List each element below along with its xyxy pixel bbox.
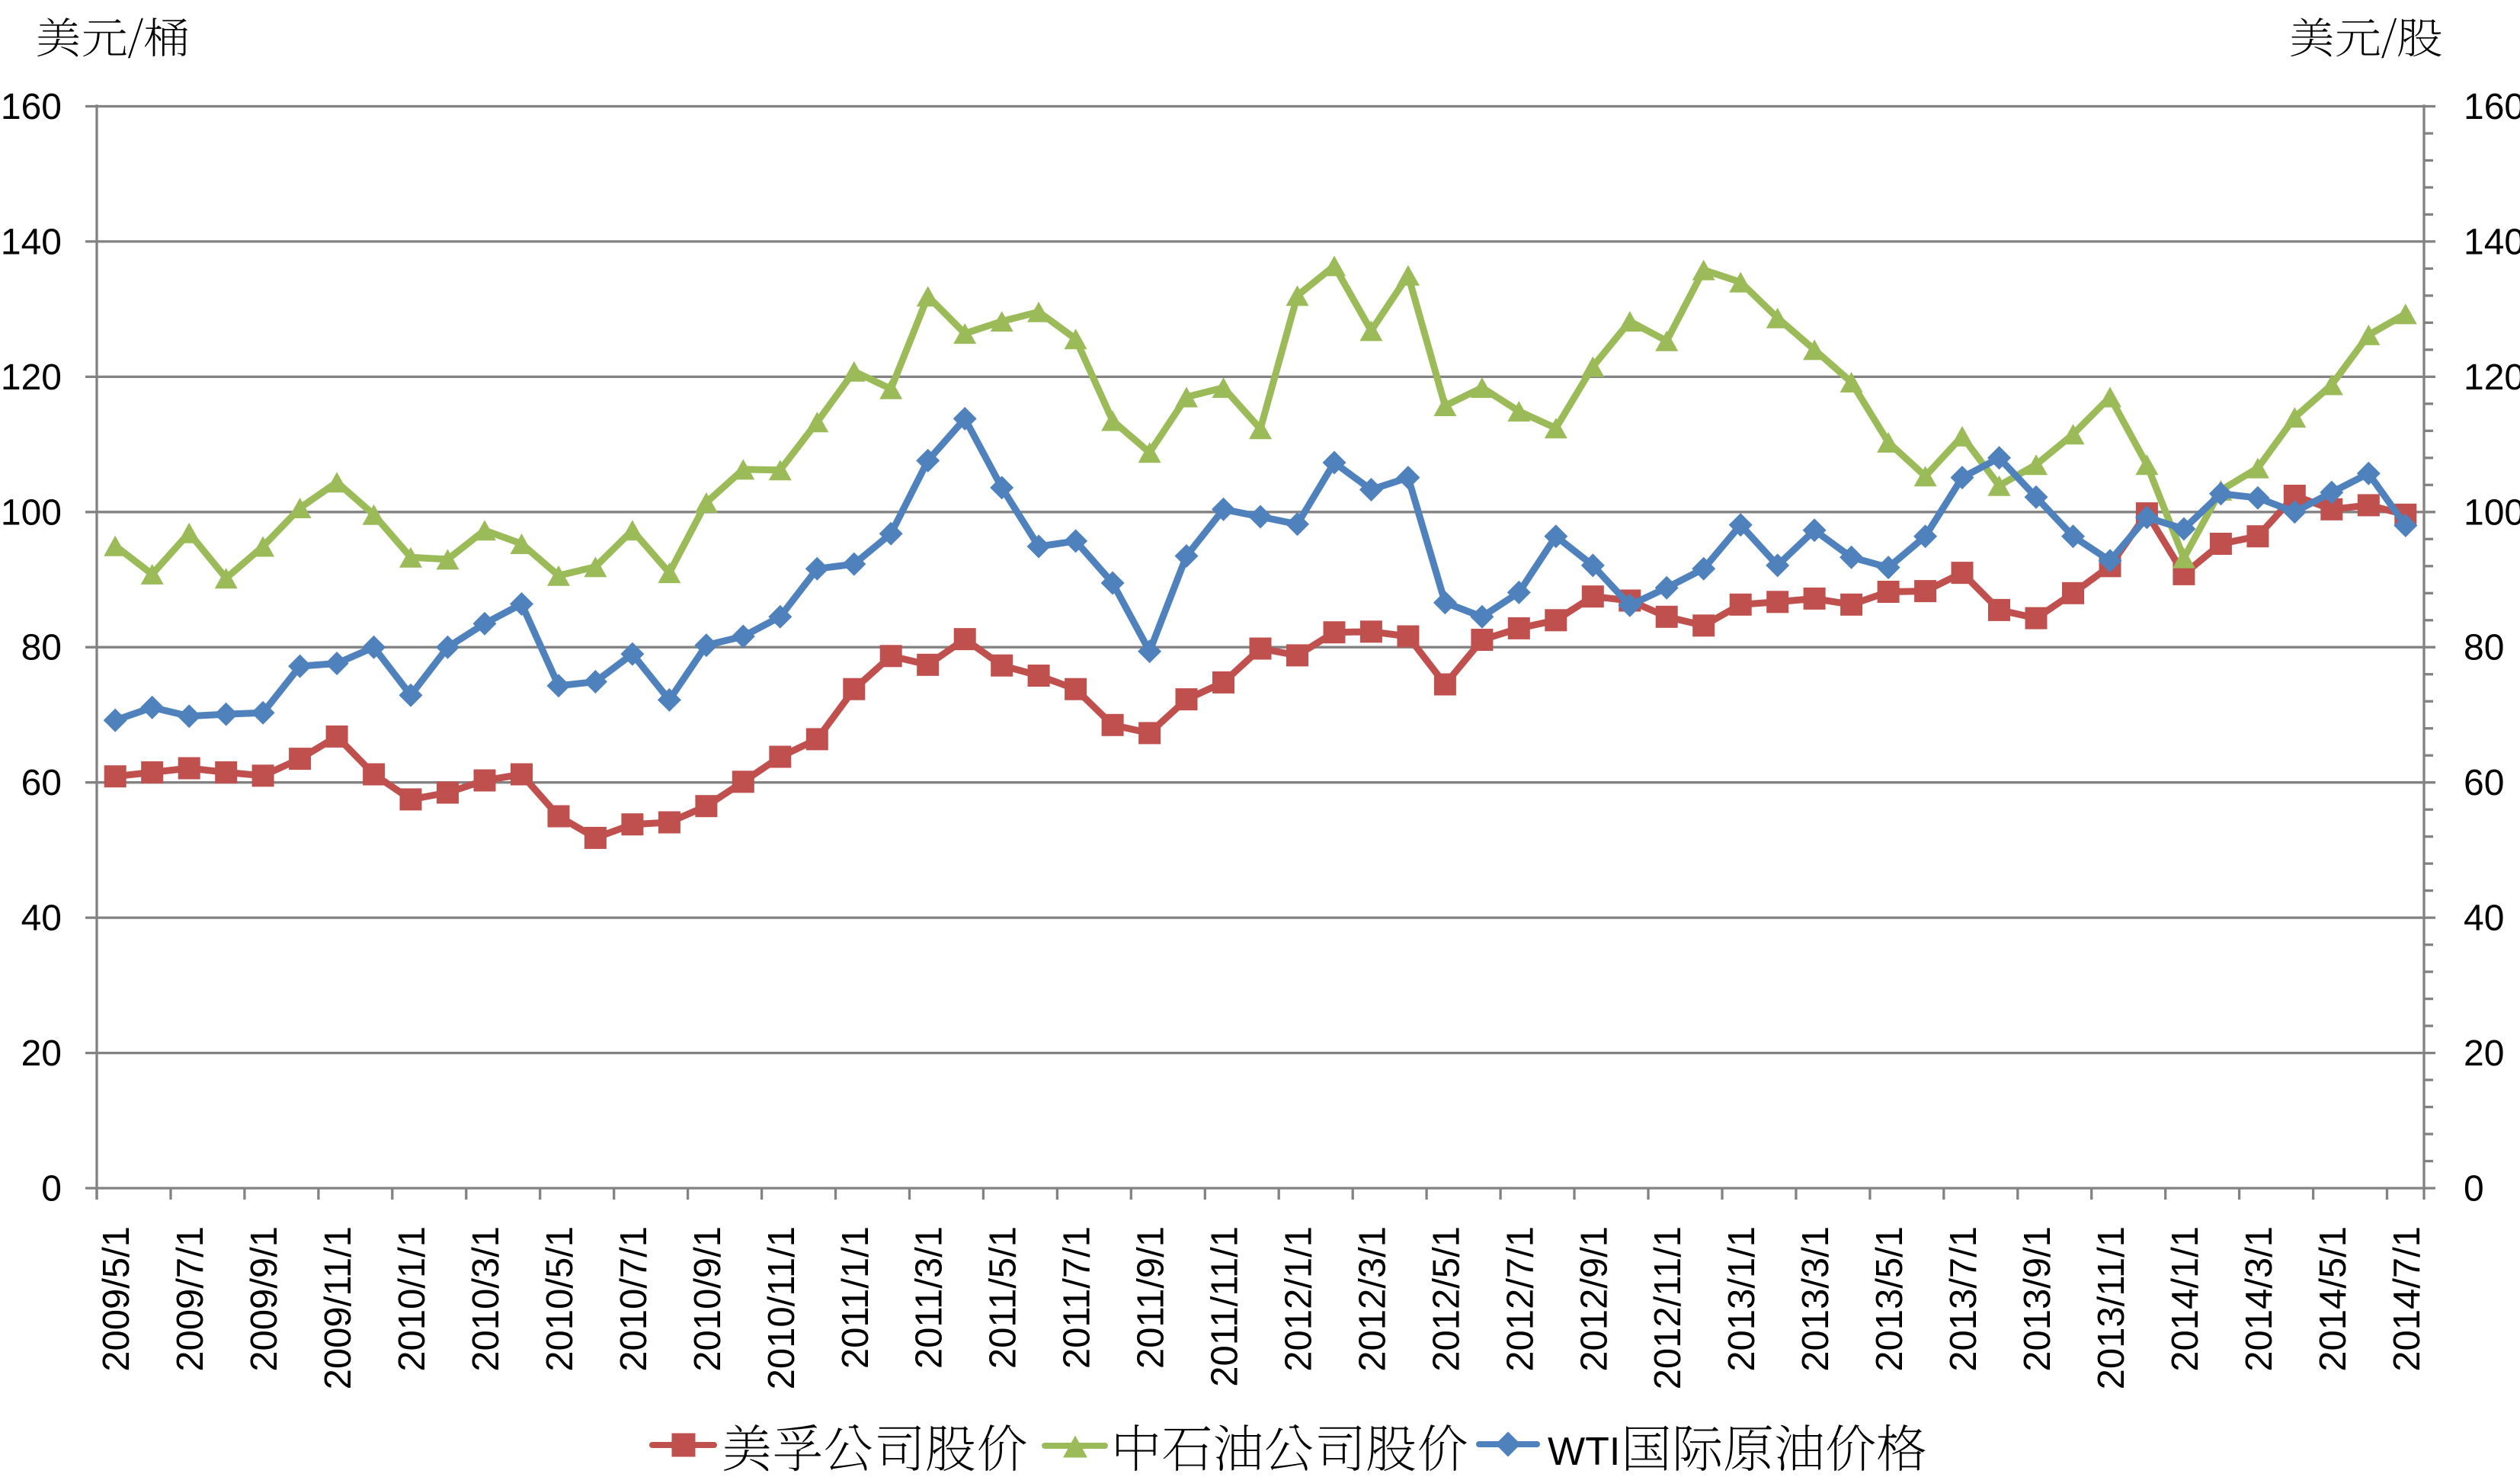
svg-text:2012/3/1: 2012/3/1 — [1352, 1226, 1393, 1372]
svg-text:2013/9/1: 2013/9/1 — [2017, 1226, 2058, 1372]
svg-text:2011/3/1: 2011/3/1 — [909, 1226, 950, 1369]
svg-text:2013/1/1: 2013/1/1 — [1721, 1226, 1763, 1372]
svg-text:160: 160 — [1, 87, 62, 127]
svg-text:100: 100 — [1, 492, 62, 533]
svg-text:60: 60 — [21, 763, 62, 803]
svg-text:2012/11/1: 2012/11/1 — [1647, 1226, 1689, 1389]
svg-text:160: 160 — [2464, 87, 2520, 127]
svg-text:2009/5/1: 2009/5/1 — [96, 1226, 137, 1372]
svg-text:2009/7/1: 2009/7/1 — [170, 1226, 211, 1372]
svg-text:40: 40 — [2464, 899, 2504, 939]
svg-text:2009/9/1: 2009/9/1 — [244, 1226, 285, 1372]
svg-text:140: 140 — [2464, 222, 2520, 262]
svg-text:140: 140 — [1, 222, 62, 262]
svg-text:60: 60 — [2464, 763, 2504, 803]
svg-text:2012/9/1: 2012/9/1 — [1574, 1226, 1615, 1372]
svg-text:2012/1/1: 2012/1/1 — [1279, 1226, 1320, 1372]
svg-text:80: 80 — [21, 628, 62, 668]
svg-text:20: 20 — [2464, 1033, 2504, 1074]
svg-text:2009/11/1: 2009/11/1 — [318, 1226, 359, 1389]
svg-text:2013/11/1: 2013/11/1 — [2091, 1226, 2132, 1389]
svg-text:2011/7/1: 2011/7/1 — [1057, 1226, 1098, 1369]
svg-text:80: 80 — [2464, 628, 2504, 668]
svg-text:2011/11/1: 2011/11/1 — [1205, 1226, 1246, 1387]
svg-text:2012/5/1: 2012/5/1 — [1426, 1226, 1467, 1372]
svg-text:2014/1/1: 2014/1/1 — [2165, 1226, 2206, 1372]
svg-text:2010/9/1: 2010/9/1 — [687, 1226, 728, 1372]
svg-text:20: 20 — [21, 1033, 62, 1074]
svg-text:2013/3/1: 2013/3/1 — [1795, 1226, 1836, 1372]
svg-text:2014/7/1: 2014/7/1 — [2387, 1226, 2428, 1372]
svg-text:WTI: WTI — [1548, 1430, 1620, 1474]
svg-text:2011/5/1: 2011/5/1 — [983, 1226, 1024, 1369]
svg-text:2010/7/1: 2010/7/1 — [613, 1226, 655, 1372]
svg-text:2013/7/1: 2013/7/1 — [1943, 1226, 1984, 1372]
svg-text:2014/3/1: 2014/3/1 — [2239, 1226, 2280, 1372]
svg-text:120: 120 — [2464, 357, 2520, 398]
svg-text:100: 100 — [2464, 492, 2520, 533]
svg-text:2014/5/1: 2014/5/1 — [2313, 1226, 2354, 1372]
svg-text:0: 0 — [2464, 1169, 2484, 1209]
svg-text:2011/9/1: 2011/9/1 — [1131, 1226, 1172, 1369]
svg-text:2010/5/1: 2010/5/1 — [540, 1226, 581, 1372]
svg-text:2013/5/1: 2013/5/1 — [1869, 1226, 1910, 1372]
svg-text:2011/1/1: 2011/1/1 — [835, 1226, 876, 1369]
svg-text:2010/11/1: 2010/11/1 — [761, 1226, 802, 1389]
svg-text:40: 40 — [21, 899, 62, 939]
svg-text:2010/1/1: 2010/1/1 — [392, 1226, 433, 1372]
svg-text:2010/3/1: 2010/3/1 — [466, 1226, 507, 1372]
svg-text:120: 120 — [1, 357, 62, 398]
svg-text:2012/7/1: 2012/7/1 — [1500, 1226, 1541, 1372]
svg-text:0: 0 — [41, 1169, 62, 1209]
